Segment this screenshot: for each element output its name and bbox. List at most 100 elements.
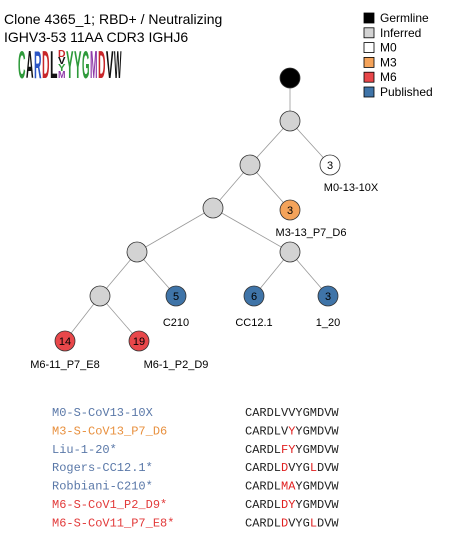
tree-node <box>279 199 301 221</box>
logo-letter: D <box>42 44 50 87</box>
sequence-segment: CARDL <box>245 461 281 475</box>
logo-letter: L <box>50 44 58 87</box>
edge <box>212 207 291 253</box>
tree-node <box>89 285 111 307</box>
sequence-segment: D <box>281 516 288 530</box>
nodes: 3 M0-13-10X 3 M3-13_P7_D6 5 C210 6 CC12.1 3 1_20 1… <box>30 67 379 371</box>
tree-node <box>243 285 265 307</box>
legend-swatch <box>363 12 375 24</box>
node-count: 14 <box>59 336 71 348</box>
legend-label: M6 <box>380 70 397 84</box>
legend-label: M0 <box>380 41 397 55</box>
sequence-segment: CARDL <box>245 498 281 512</box>
sequence: CARDLDYYGMDVW <box>245 498 339 512</box>
logo-letter: W <box>114 44 122 87</box>
legend-label: Germline <box>380 11 429 25</box>
tree-node <box>202 197 224 219</box>
logo-letter: Y <box>74 44 82 87</box>
sequence-segment: YGMDVW <box>295 424 339 438</box>
sequence-segment: VYG <box>288 461 310 475</box>
edge <box>136 207 214 253</box>
tree-node <box>279 67 301 89</box>
sequence-segment: CARDL <box>245 443 281 457</box>
sequence-segment: YGMDVW <box>295 443 339 457</box>
sequence-segment: L <box>310 516 317 530</box>
sequence-segment: DVW <box>317 461 339 475</box>
sequence-name: M3-S-CoV13_P7_D6 <box>52 424 167 438</box>
legend-label: Published <box>380 85 433 99</box>
sequence-segment: YGMDVW <box>295 498 339 512</box>
tree-node <box>128 330 150 352</box>
tree-node <box>279 241 301 263</box>
sequence-segment: L <box>310 461 317 475</box>
sequence: CARDLVVYGMDVW <box>245 406 339 420</box>
sequence-segment: CARDL <box>245 516 281 530</box>
sequence-segment: CARDL <box>245 480 281 494</box>
sequence-segment: CARDLV <box>245 424 289 438</box>
logo-letter: M <box>90 44 98 87</box>
title: Clone 4365_1; RBD+ / Neutralizing <box>4 11 222 27</box>
node-count: 19 <box>133 336 145 348</box>
sequence-name: M6-S-CoV11_P7_E8* <box>52 516 174 530</box>
sequence-name: M0-S-CoV13-10X <box>52 406 153 420</box>
logo-letter: R <box>34 44 42 87</box>
sequence-name: Rogers-CC12.1* <box>52 461 153 475</box>
logo-letter: V <box>106 44 114 87</box>
sequence-segment: MA <box>281 480 296 494</box>
node-caption: CC12.1 <box>235 317 272 329</box>
sequence-name: Robbiani-C210* <box>52 480 153 494</box>
logo-letter: Y <box>58 63 66 74</box>
subtitle: IGHV3-53 11AA CDR3 IGHJ6 <box>4 29 188 45</box>
node-count: 3 <box>327 160 333 172</box>
sequence-segment: VYG <box>288 516 310 530</box>
tree-node <box>279 110 301 132</box>
sequence-segment: CARDLVVYGMDVW <box>245 406 339 420</box>
logo-letter: V <box>58 56 66 67</box>
sequence-segment: Y <box>288 424 295 438</box>
tree-node <box>165 285 187 307</box>
tree-node <box>54 330 76 352</box>
legend-label: Inferred <box>380 26 421 40</box>
sequence-segment: DY <box>281 498 295 512</box>
sequence-segment: D <box>281 461 288 475</box>
legend-swatch <box>363 86 375 98</box>
logo-letter: G <box>82 44 90 87</box>
legend-label: M3 <box>380 55 397 69</box>
sequence: CARDLMAYGMDVW <box>245 480 339 494</box>
node-caption: M6-11_P7_E8 <box>30 359 100 371</box>
sequence-segment: DVW <box>317 516 339 530</box>
sequence-segment: FY <box>281 443 295 457</box>
tree-node <box>319 154 341 176</box>
logo-letter: Y <box>66 44 74 87</box>
node-caption: M3-13_P7_D6 <box>276 227 347 239</box>
logo-letter: D <box>58 49 66 60</box>
legend-swatch <box>363 27 375 39</box>
node-count: 5 <box>173 291 179 303</box>
sequence-segment: YGMDVW <box>295 480 339 494</box>
sequence: CARDLFYYGMDVW <box>245 443 339 457</box>
tree-node <box>126 241 148 263</box>
sequence-name: Liu-1-20* <box>52 443 117 457</box>
node-count: 3 <box>325 291 331 303</box>
legend-swatch <box>363 57 375 68</box>
sequence-name: M6-S-CoV1_P2_D9* <box>52 498 167 512</box>
node-caption: 1_20 <box>316 317 340 329</box>
sequence: CARDLDVYGLDVW <box>245 516 339 530</box>
legend-swatch <box>363 71 375 83</box>
node-caption: M6-1_P2_D9 <box>144 359 209 371</box>
node-count: 6 <box>251 291 257 303</box>
logo-letter: C <box>18 44 26 87</box>
node-count: 3 <box>287 205 293 217</box>
legend-swatch <box>363 42 375 53</box>
logo-letter: M <box>58 70 66 81</box>
sequence: CARDLVYYGMDVW <box>245 424 339 438</box>
node-caption: C210 <box>163 317 189 329</box>
alignment: M0-S-CoV13-10X CARDLVVYGMDVW M3-S-CoV13_P7… <box>52 406 339 530</box>
logo-letter: A <box>26 44 34 87</box>
tree-node <box>317 285 339 307</box>
logo-letter: D <box>98 44 106 87</box>
sequence: CARDLDVYGLDVW <box>245 461 339 475</box>
